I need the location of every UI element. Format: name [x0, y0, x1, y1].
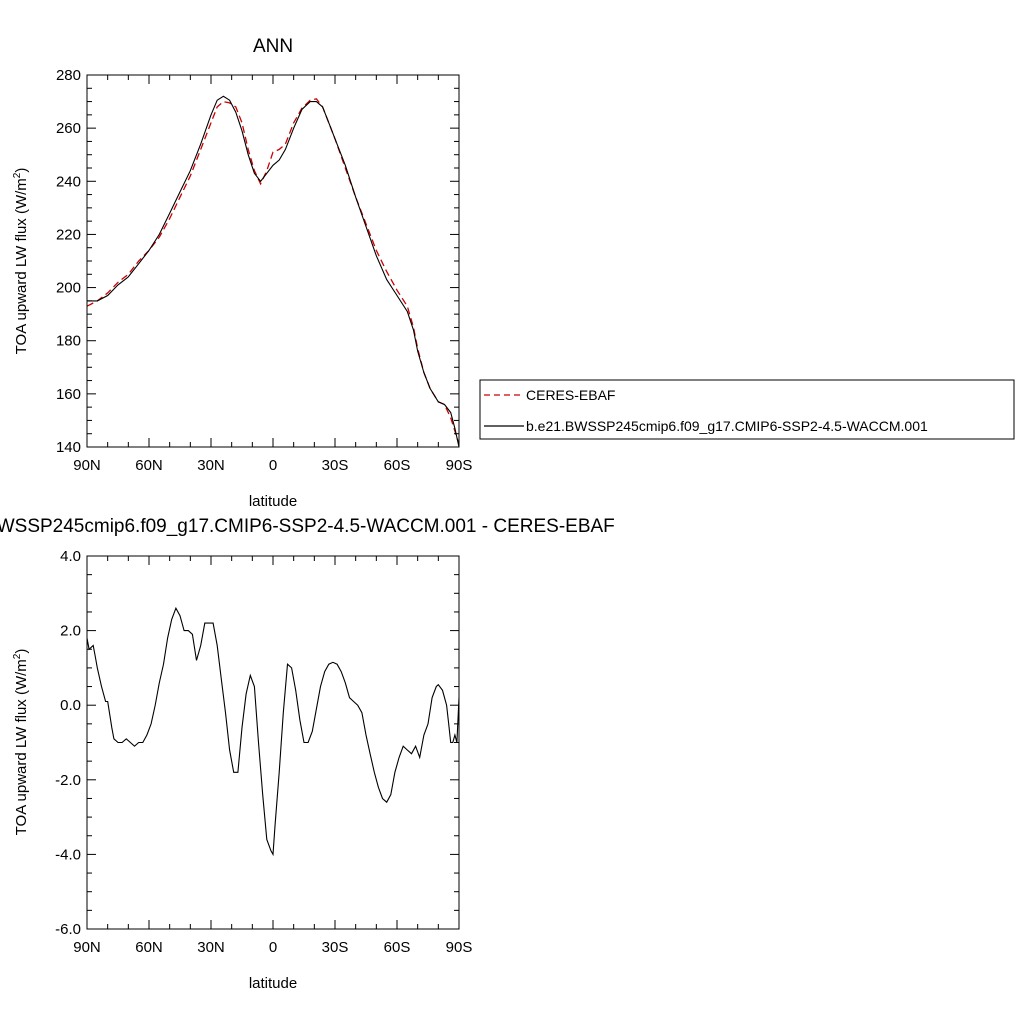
bottom-x-tick-label: 90S	[446, 939, 473, 956]
top-y-tick-label: 140	[56, 439, 81, 456]
legend: CERES-EBAF b.e21.BWSSP245cmip6.f09_g17.C…	[479, 379, 1015, 440]
top-x-tick-label: 0	[269, 457, 277, 474]
top-plot-frame	[86, 74, 460, 448]
bottom-y-tick-label: 0.0	[60, 697, 81, 714]
bottom-chart-title: b.e21.BWSSP245cmip6.f09_g17.CMIP6-SSP2-4…	[0, 516, 615, 537]
top-x-tick-label: 60N	[135, 457, 163, 474]
top-series-line-1	[87, 95, 459, 447]
top-panel: ANN 90N 60N 30N 0 30S 60S 90S 140 160 180 200 220 24…	[12, 36, 1015, 510]
top-x-tick-label: 60S	[384, 457, 411, 474]
legend-box	[479, 379, 1015, 440]
top-y-axis-label-sup: 2	[12, 172, 23, 178]
top-x-tick-label: 30N	[197, 457, 225, 474]
top-y-axis-label: TOA upward LW flux (W/m2)	[12, 168, 30, 355]
bottom-y-axis-label-close: )	[13, 649, 30, 654]
top-y-tick-label: 160	[56, 386, 81, 403]
bottom-y-tick-label: -6.0	[55, 921, 81, 938]
bottom-y-tick-label: -4.0	[55, 846, 81, 863]
top-series-line-0	[87, 98, 459, 445]
bottom-y-axis-label: TOA upward LW flux (W/m2)	[12, 649, 30, 836]
top-x-tick-label: 30S	[322, 457, 349, 474]
legend-label-ceres: CERES-EBAF	[526, 387, 615, 403]
top-plot-area: 90N 60N 30N 0 30S 60S 90S 140 160 180 200 220 240 260…	[56, 67, 472, 474]
top-x-axis-label: latitude	[249, 493, 297, 510]
top-y-tick-label: 200	[56, 280, 81, 297]
top-y-axis-label-close: )	[13, 168, 30, 173]
legend-label-model: b.e21.BWSSP245cmip6.f09_g17.CMIP6-SSP2-4…	[526, 418, 928, 434]
bottom-x-tick-label: 90N	[73, 939, 101, 956]
bottom-y-tick-label: 4.0	[60, 548, 81, 565]
top-y-tick-label: 180	[56, 333, 81, 350]
bottom-series-line-0	[87, 606, 459, 857]
top-chart-title: ANN	[253, 36, 293, 57]
bottom-x-tick-label: 30N	[197, 939, 225, 956]
top-x-tick-label: 90S	[446, 457, 473, 474]
bottom-y-tick-label: 2.0	[60, 623, 81, 640]
bottom-y-axis-label-sup: 2	[12, 653, 23, 659]
top-y-tick-label: 260	[56, 120, 81, 137]
top-y-tick-label: 240	[56, 173, 81, 190]
bottom-x-tick-label: 60S	[384, 939, 411, 956]
bottom-panel: b.e21.BWSSP245cmip6.f09_g17.CMIP6-SSP2-4…	[0, 516, 615, 992]
bottom-x-tick-label: 30S	[322, 939, 349, 956]
top-y-axis-label-text: TOA upward LW flux (W/m	[13, 178, 30, 354]
bottom-y-tick-label: -2.0	[55, 772, 81, 789]
bottom-plot-area: 90N 60N 30N 0 30S 60S 90S -6.0 -4.0 -2.0 0.0 2.0 4.0	[55, 548, 472, 956]
bottom-x-axis-label: latitude	[249, 975, 297, 992]
bottom-x-tick-label: 60N	[135, 939, 163, 956]
bottom-x-tick-label: 0	[269, 939, 277, 956]
bottom-y-axis-label-text: TOA upward LW flux (W/m	[13, 659, 30, 835]
top-y-tick-label: 220	[56, 226, 81, 243]
top-x-tick-label: 90N	[73, 457, 101, 474]
top-y-tick-label: 280	[56, 67, 81, 84]
